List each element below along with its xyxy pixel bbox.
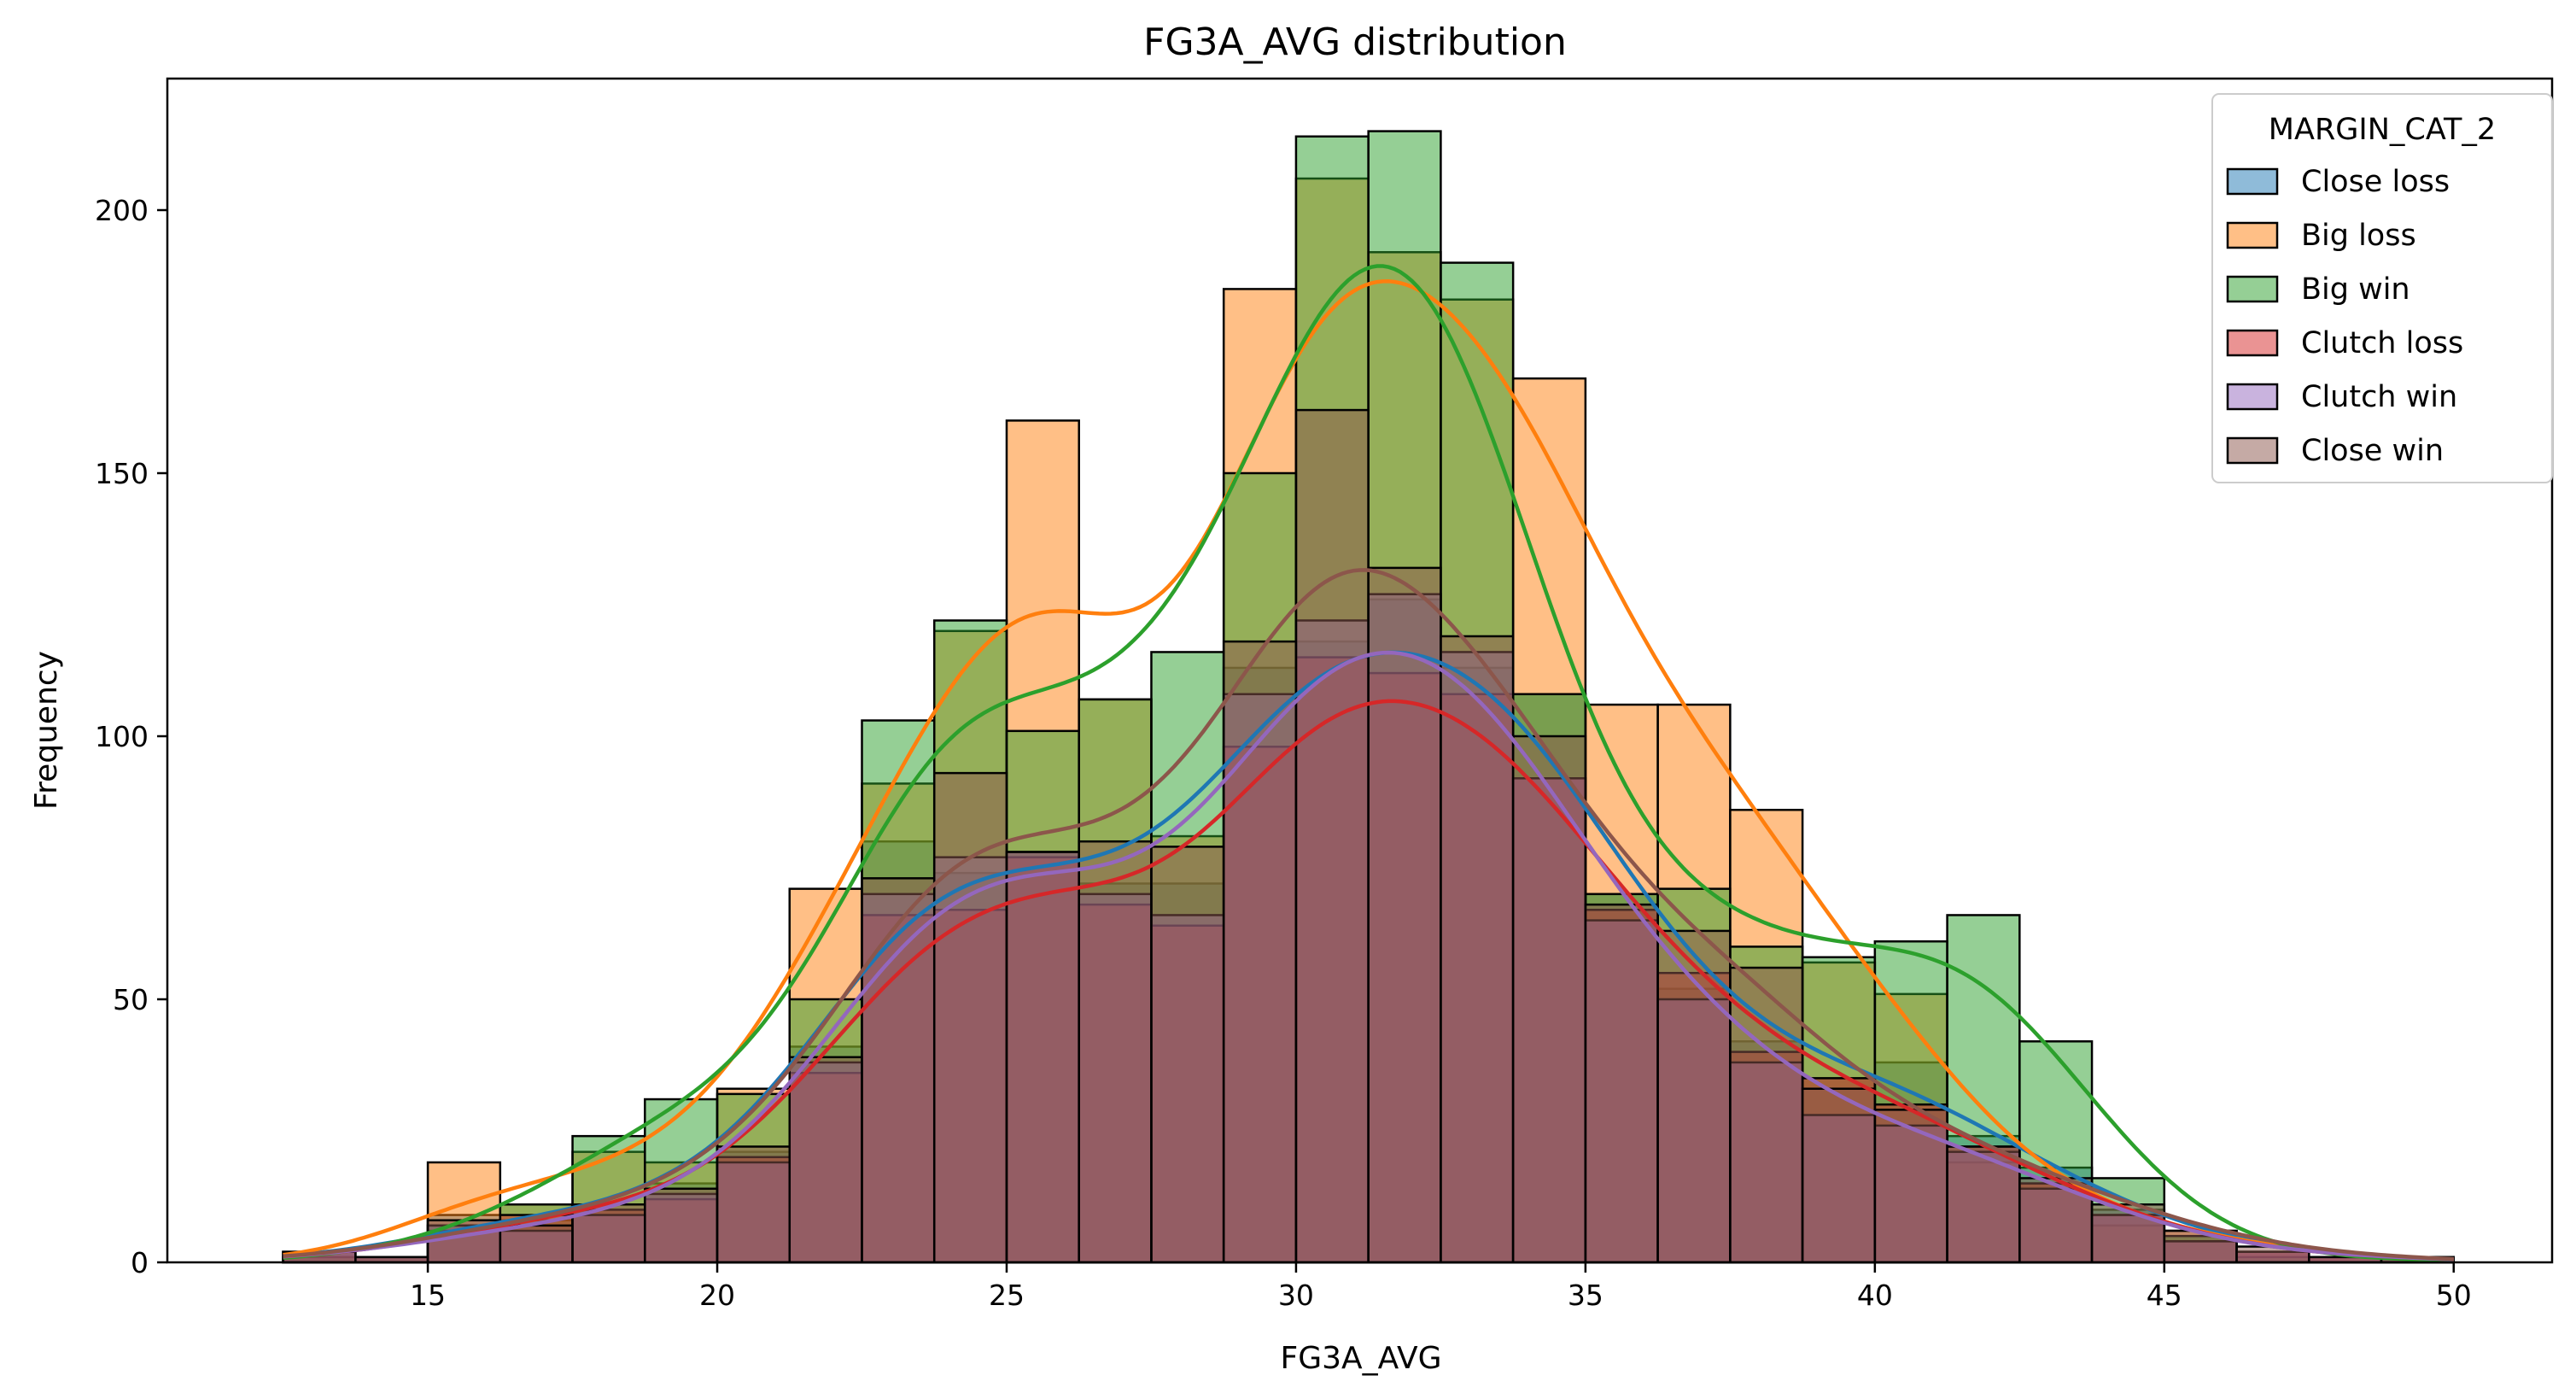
bar-close-win-22 [1873, 1109, 1948, 1264]
bar-close-win-8 [861, 877, 936, 1264]
y-tick-label-150: 150 [95, 457, 149, 490]
legend-label-clutch-loss: Clutch loss [2301, 326, 2463, 360]
legend-label-big-loss: Big loss [2301, 219, 2416, 253]
kde-line-close-win [283, 568, 2454, 1261]
kde-line-big-win [283, 264, 2454, 1262]
legend-label-close-loss: Close loss [2301, 165, 2450, 199]
legend-label-big-win: Big win [2301, 272, 2410, 307]
legend-swatch-clutch-loss [2226, 329, 2279, 357]
x-tick-label-30: 30 [1278, 1279, 1314, 1312]
kde-line-clutch-loss [283, 699, 2454, 1261]
bar-close-win-17 [1511, 735, 1587, 1264]
legend-swatch-close-win [2226, 436, 2279, 465]
legend-swatch-close-loss [2226, 167, 2279, 196]
x-axis-label: FG3A_AVG [1281, 1341, 1442, 1376]
x-tick-label-20: 20 [699, 1279, 735, 1312]
x-tick-label-50: 50 [2436, 1279, 2472, 1312]
bar-close-win-6 [716, 1145, 791, 1264]
kde-line-big-loss [283, 279, 2454, 1261]
bar-close-win-11 [1078, 840, 1153, 1264]
kde-curves-layer [283, 264, 2454, 1262]
legend-label-close-win: Close win [2301, 434, 2444, 468]
bar-close-win-10 [1005, 851, 1080, 1264]
legend-label-clutch-win: Clutch win [2301, 380, 2457, 414]
y-axis-label: Frequency [29, 651, 64, 810]
legend-swatch-clutch-win [2226, 383, 2279, 411]
x-tick-label-25: 25 [989, 1279, 1025, 1312]
y-tick-label-0: 0 [131, 1246, 149, 1279]
legend-swatch-big-loss [2226, 221, 2279, 249]
bar-close-win-21 [1801, 1087, 1877, 1264]
bar-close-win-9 [932, 771, 1008, 1264]
bar-close-win-7 [788, 1056, 863, 1264]
bars-close-win [282, 408, 2456, 1264]
y-tick-label-100: 100 [95, 720, 149, 753]
legend-frame [2211, 93, 2553, 483]
bar-close-win-25 [2090, 1203, 2166, 1264]
y-tick-label-50: 50 [113, 983, 149, 1016]
plot-frame [166, 77, 2554, 1264]
x-tick-label-45: 45 [2147, 1279, 2182, 1312]
kde-line-clutch-win [283, 650, 2454, 1261]
x-tick-label-35: 35 [1568, 1279, 1603, 1312]
bar-close-win-18 [1584, 903, 1659, 1264]
bar-close-win-14 [1294, 408, 1370, 1264]
bar-close-win-5 [644, 1187, 719, 1264]
legend: MARGIN_CAT_2 Close loss Big loss Big win Cl… [2211, 93, 2553, 483]
x-tick-label-40: 40 [1857, 1279, 1893, 1312]
chart-title: FG3A_AVG distribution [1143, 20, 1567, 64]
bar-close-win-15 [1367, 566, 1442, 1264]
legend-swatch-big-win [2226, 275, 2279, 303]
legend-title: MARGIN_CAT_2 [2269, 113, 2496, 147]
y-tick-label-200: 200 [95, 194, 149, 227]
bar-close-win-20 [1729, 966, 1804, 1264]
bar-close-win-13 [1222, 640, 1298, 1264]
bar-close-win-16 [1440, 635, 1515, 1264]
bar-close-win-23 [1946, 1145, 2021, 1264]
bar-close-win-12 [1150, 846, 1225, 1264]
bar-close-win-3 [499, 1224, 574, 1264]
axes-layer: 15 20 25 30 35 40 45 50 0 50 100 150 200 [95, 77, 2554, 1312]
x-tick-label-15: 15 [410, 1279, 446, 1312]
